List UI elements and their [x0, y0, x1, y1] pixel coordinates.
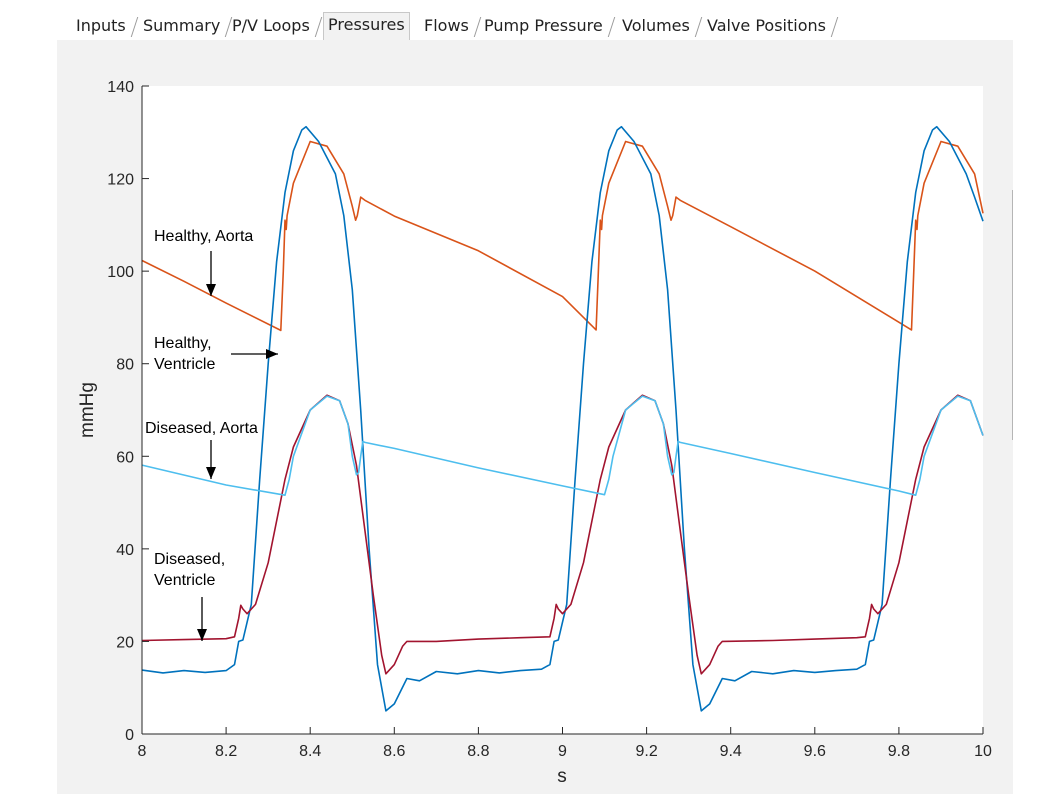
tab-flows[interactable]: Flows [420, 14, 482, 38]
annotation-text: Diseased, Aorta [145, 420, 258, 437]
tab-inputs[interactable]: Inputs [72, 14, 139, 38]
y-tick-label: 0 [125, 727, 134, 744]
x-tick-label: 9 [558, 743, 567, 760]
tab-summary[interactable]: Summary [139, 14, 233, 38]
x-tick-label: 9.6 [804, 743, 826, 760]
annotation-text: Ventricle [154, 572, 215, 589]
annotation-text: Ventricle [154, 356, 215, 373]
tab-label: Flows [424, 16, 469, 35]
annotation-text: Healthy, Aorta [154, 228, 253, 245]
plot-area [142, 86, 983, 734]
annotation: Diseased, Ventricle [154, 551, 225, 641]
x-tick-label: 9.4 [720, 743, 742, 760]
y-tick-label: 20 [116, 634, 134, 651]
y-tick-label: 140 [107, 79, 134, 96]
tab-label: Volumes [622, 16, 690, 35]
y-tick-label: 100 [107, 264, 134, 281]
y-tick-label: 120 [107, 172, 134, 189]
x-tick-label: 8.4 [299, 743, 321, 760]
y-tick-label: 60 [116, 449, 134, 466]
series-line-healthy-ventricle [141, 125, 984, 712]
tab-bar: Inputs Summary P/V Loops Pressures Flows… [62, 12, 1013, 40]
series-layer [141, 125, 984, 712]
x-tick-label: 8.8 [467, 743, 489, 760]
tab-volumes[interactable]: Volumes [618, 14, 703, 38]
annotation-text: Diseased, [154, 551, 225, 568]
annotation: Diseased, Aorta [145, 420, 258, 479]
x-tick-label: 9.8 [888, 743, 910, 760]
annotation: Healthy, Aorta [154, 228, 253, 296]
arrow-head-icon [206, 467, 216, 479]
annotation-layer: Healthy, AortaHealthy,VentricleDiseased,… [145, 228, 278, 641]
y-tick-label: 40 [116, 542, 134, 559]
panel-divider [1012, 190, 1013, 440]
tab-pressures[interactable]: Pressures [323, 12, 410, 40]
y-axis-label: mmHg [77, 382, 98, 438]
arrow-head-icon [206, 284, 216, 296]
tab-valve-positions[interactable]: Valve Positions [703, 14, 839, 38]
arrow-head-icon [197, 629, 207, 641]
tab-label: Inputs [76, 16, 126, 35]
tab-label: Valve Positions [707, 16, 826, 35]
series-line-diseased-aorta [141, 395, 984, 496]
axes-layer: 8 8.2 8.4 8.6 8.8 9 9.2 9.4 9.6 9.8 10020406080100… [107, 79, 992, 760]
tab-label: Pressures [328, 15, 405, 34]
x-tick-label: 9.2 [635, 743, 657, 760]
tab-pv-loops[interactable]: P/V Loops [228, 14, 323, 38]
series-line-healthy-aorta [141, 140, 984, 332]
series-line-diseased-ventricle [141, 394, 984, 675]
tab-label: P/V Loops [232, 16, 310, 35]
arrow-head-icon [266, 349, 278, 359]
x-tick-label: 8.6 [383, 743, 405, 760]
x-tick-label: 8 [138, 743, 147, 760]
x-tick-label: 8.2 [215, 743, 237, 760]
annotation: Healthy, Ventricle [154, 335, 278, 373]
x-tick-label: 10 [974, 743, 992, 760]
y-tick-label: 80 [116, 357, 134, 374]
tab-pump-pressure[interactable]: Pump Pressure [480, 14, 615, 38]
annotation-text: Healthy, [154, 335, 212, 352]
x-axis-label: s [557, 766, 567, 787]
tab-label: Pump Pressure [484, 16, 603, 35]
tab-label: Summary [143, 16, 221, 35]
